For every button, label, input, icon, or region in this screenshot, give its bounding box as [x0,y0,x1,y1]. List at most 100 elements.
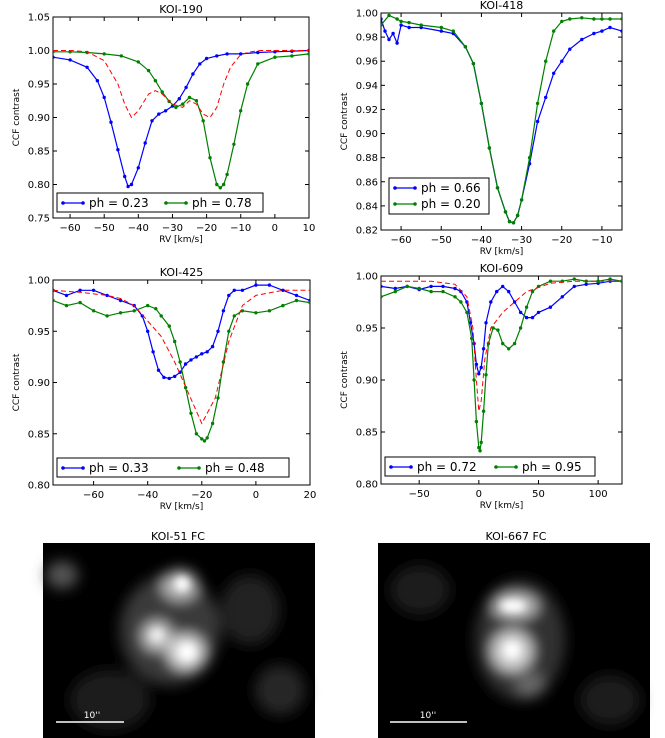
y-tick-label: 1.05 [28,13,50,24]
data-point [608,25,612,30]
x-tick-label: 0 [272,223,278,234]
y-tick-label: 0.84 [356,201,378,212]
data-point [487,146,492,150]
data-point [78,288,82,292]
data-point [501,341,505,346]
data-point [184,85,188,90]
y-tick-label: 0.92 [356,105,378,116]
data-point [527,156,532,160]
data-point [215,54,219,58]
data-point [308,300,310,305]
x-tick-label: −50 [431,235,452,246]
y-tick-label: 0.75 [28,214,50,225]
data-point [407,25,411,30]
data-point [568,17,572,21]
data-point [381,295,383,299]
data-point [479,365,483,370]
data-point [530,289,535,294]
data-point [146,329,150,333]
model-fit-line [53,50,309,119]
data-point [471,61,476,66]
model-fit-line [381,280,622,412]
data-point [439,29,443,33]
data-point [210,421,215,426]
data-point [178,360,182,364]
data-point [102,52,106,56]
data-point [419,25,423,30]
data-point [381,17,383,21]
data-point [159,314,163,318]
data-point [194,355,199,359]
data-point [91,288,96,292]
x-tick-label: −50 [409,489,430,500]
data-point [481,347,486,351]
data-point [189,358,193,362]
data-point [463,45,468,49]
data-point [481,409,486,413]
data-point [189,411,193,415]
data-point [273,55,277,59]
x-tick-label: −40 [128,223,149,234]
x-tick-label: −40 [137,490,158,501]
data-point [518,326,523,330]
x-axis-label: RV [km/s] [480,501,524,511]
data-point [439,25,443,30]
data-point [453,286,457,291]
data-point [395,17,399,21]
data-point [198,62,202,66]
data-point [227,329,231,333]
data-point [267,283,272,287]
data-point [215,182,219,187]
data-point [399,23,403,27]
data-point [552,71,556,76]
data-point [140,314,144,318]
data-point [478,449,482,453]
x-tick-label: −10 [230,223,251,234]
y-tick-label: 0.80 [28,481,50,492]
star-field [390,565,640,725]
legend-marker [81,201,85,205]
data-point [395,41,399,45]
data-point [183,385,188,390]
x-axis-label: RV [km/s] [480,247,524,257]
chart-title: KOI-190 [159,3,202,16]
data-point [453,295,457,299]
data-point [245,82,250,86]
legend-marker [184,201,188,205]
data-point [584,282,588,286]
data-point [160,90,164,94]
data-point [218,186,222,190]
data-point [560,19,564,24]
y-axis-label: CCF contrast [12,353,22,411]
data-point [294,298,299,303]
data-point [393,289,397,294]
finding-chart-title: KOI-667 FC [486,530,547,543]
x-tick-label: 0 [476,489,482,500]
data-point [608,277,612,281]
data-point [95,79,100,83]
legend-marker [393,202,397,206]
data-point [181,102,185,106]
y-tick-label: 0.94 [356,81,378,92]
legend-marker [197,466,201,470]
data-point [64,303,69,308]
x-axis-label: RV [km/s] [160,502,204,512]
data-point [204,56,209,61]
legend: ph = 0.33 ph = 0.48 [56,457,290,478]
data-point [232,142,236,146]
data-point [162,375,166,380]
data-point [536,310,541,315]
x-tick-label: −20 [551,235,572,246]
y-tick-label: 0.88 [356,153,378,164]
data-point [568,47,572,51]
data-point [290,54,294,58]
data-point [68,58,72,62]
data-point [429,289,433,294]
data-point [146,68,151,73]
x-tick-label: −20 [191,490,212,501]
data-point [136,166,140,170]
data-point [530,315,535,320]
data-point [451,29,455,33]
data-point [173,339,177,344]
data-point [501,284,505,289]
